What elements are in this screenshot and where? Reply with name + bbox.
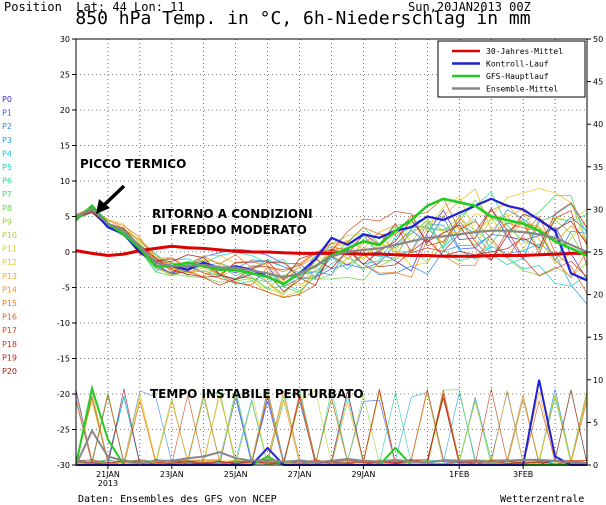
ytick-label-right: 5 bbox=[593, 418, 598, 427]
xtick-label: 23JAN bbox=[160, 470, 184, 479]
member-label: P17 bbox=[2, 326, 17, 335]
member-temp-line bbox=[75, 206, 588, 286]
member-label: P8 bbox=[2, 204, 12, 213]
xtick-label: 27JAN bbox=[288, 470, 312, 479]
ytick-label-left: 15 bbox=[60, 142, 70, 151]
member-label: P18 bbox=[2, 340, 17, 349]
member-label: P10 bbox=[2, 231, 17, 240]
ytick-label-left: -20 bbox=[57, 390, 70, 399]
member-label: P6 bbox=[2, 177, 12, 186]
member-label: P13 bbox=[2, 272, 17, 281]
annotation-text: DI FREDDO MODERATO bbox=[152, 223, 307, 237]
brand-label: Wetterzentrale bbox=[500, 494, 585, 505]
member-label: P2 bbox=[2, 122, 12, 131]
annotation-text: RITORNO A CONDIZIONI bbox=[152, 207, 313, 221]
xtick-label: 21JAN bbox=[96, 470, 120, 479]
ytick-label-left: -15 bbox=[57, 355, 70, 364]
annotation-text: PICCO TERMICO bbox=[80, 157, 186, 171]
member-label: P7 bbox=[2, 190, 12, 199]
ytick-label-right: 20 bbox=[593, 291, 603, 300]
member-temp-line bbox=[75, 210, 588, 299]
member-label: P1 bbox=[2, 109, 12, 118]
member-label: P3 bbox=[2, 136, 12, 145]
ytick-label-right: 25 bbox=[593, 248, 603, 257]
member-legend: P0 P1 P2 P3 P4 P5 P6 P7 P8 P9 P10 P11 P12 P13 P14 P15 P1… bbox=[2, 95, 17, 376]
ytick-label-right: 15 bbox=[593, 333, 603, 342]
member-precip-line bbox=[75, 389, 588, 466]
ytick-label-right: 10 bbox=[593, 376, 603, 385]
ytick-label-left: 20 bbox=[60, 106, 70, 115]
member-label: P4 bbox=[2, 149, 12, 158]
member-label: P20 bbox=[2, 367, 17, 376]
member-label: P0 bbox=[2, 95, 12, 104]
annotation-text: TEMPO INSTABILE PERTURBATO bbox=[150, 387, 364, 401]
temperature-series bbox=[75, 197, 588, 286]
ytick-label-right: 50 bbox=[593, 35, 603, 44]
member-label: P14 bbox=[2, 285, 17, 294]
ytick-label-left: -10 bbox=[57, 319, 70, 328]
ytick-label-left: 25 bbox=[60, 71, 70, 80]
arrow-shaft bbox=[100, 184, 126, 209]
run-label: Sun,20JAN2013 00Z bbox=[408, 0, 531, 14]
member-label: P5 bbox=[2, 163, 12, 172]
xtick-label: 1FEB bbox=[449, 470, 469, 479]
ytick-label-left: 10 bbox=[60, 177, 70, 186]
member-label: P19 bbox=[2, 353, 17, 362]
legend-label: 30-Jahres-Mittel bbox=[486, 47, 563, 56]
temp-series-line bbox=[75, 208, 588, 279]
xtick-label: 3FEB bbox=[513, 470, 533, 479]
xtick-label: 2013 bbox=[98, 479, 118, 488]
precip-series-line bbox=[75, 428, 588, 466]
legend-label: Kontroll-Lauf bbox=[486, 60, 549, 69]
ytick-label-right: 0 bbox=[593, 461, 598, 470]
member-label: P9 bbox=[2, 217, 12, 226]
xtick-label: 25JAN bbox=[224, 470, 248, 479]
member-label: P12 bbox=[2, 258, 17, 267]
legend-box: 30-Jahres-Mittel Kontroll-Lauf GFS-Hauptla… bbox=[437, 40, 586, 98]
annotations: PICCO TERMICO RITORNO A CONDIZIONI DI FRED… bbox=[80, 157, 364, 401]
chart-title: 850 hPa Temp. in °C, 6h-Niederschlag in … bbox=[75, 8, 531, 29]
xtick-label: 29JAN bbox=[352, 470, 376, 479]
position-label: Position Lat: 44 Lon: 11 bbox=[4, 0, 185, 14]
member-label: P15 bbox=[2, 299, 17, 308]
member-label: P11 bbox=[2, 245, 17, 254]
member-temp-line bbox=[75, 202, 588, 281]
member-label: P16 bbox=[2, 313, 17, 322]
arrow-head bbox=[96, 199, 110, 214]
ytick-label-right: 35 bbox=[593, 163, 603, 172]
ytick-label-right: 30 bbox=[593, 205, 603, 214]
ytick-label-left: -5 bbox=[62, 284, 70, 293]
ytick-label-left: 0 bbox=[65, 248, 70, 257]
legend-label: Ensemble-Mittel bbox=[486, 85, 558, 94]
ytick-label-right: 45 bbox=[593, 78, 603, 87]
temp-series-line bbox=[75, 244, 587, 258]
ytick-label-left: -25 bbox=[57, 426, 70, 435]
ytick-label-left: -30 bbox=[57, 461, 70, 470]
member-temp-line bbox=[75, 212, 588, 293]
ytick-label-right: 40 bbox=[593, 120, 603, 129]
legend-label: GFS-Hauptlauf bbox=[486, 72, 549, 81]
ytick-label-left: 30 bbox=[60, 35, 70, 44]
data-source: Daten: Ensembles des GFS von NCEP bbox=[78, 494, 277, 505]
y-axis-left: 30 25 20 15 10 5 0 -5 -10 -15 -20 -25 -30 bbox=[57, 35, 76, 470]
ytick-label-left: 5 bbox=[65, 213, 70, 222]
member-temp-line bbox=[75, 188, 588, 298]
